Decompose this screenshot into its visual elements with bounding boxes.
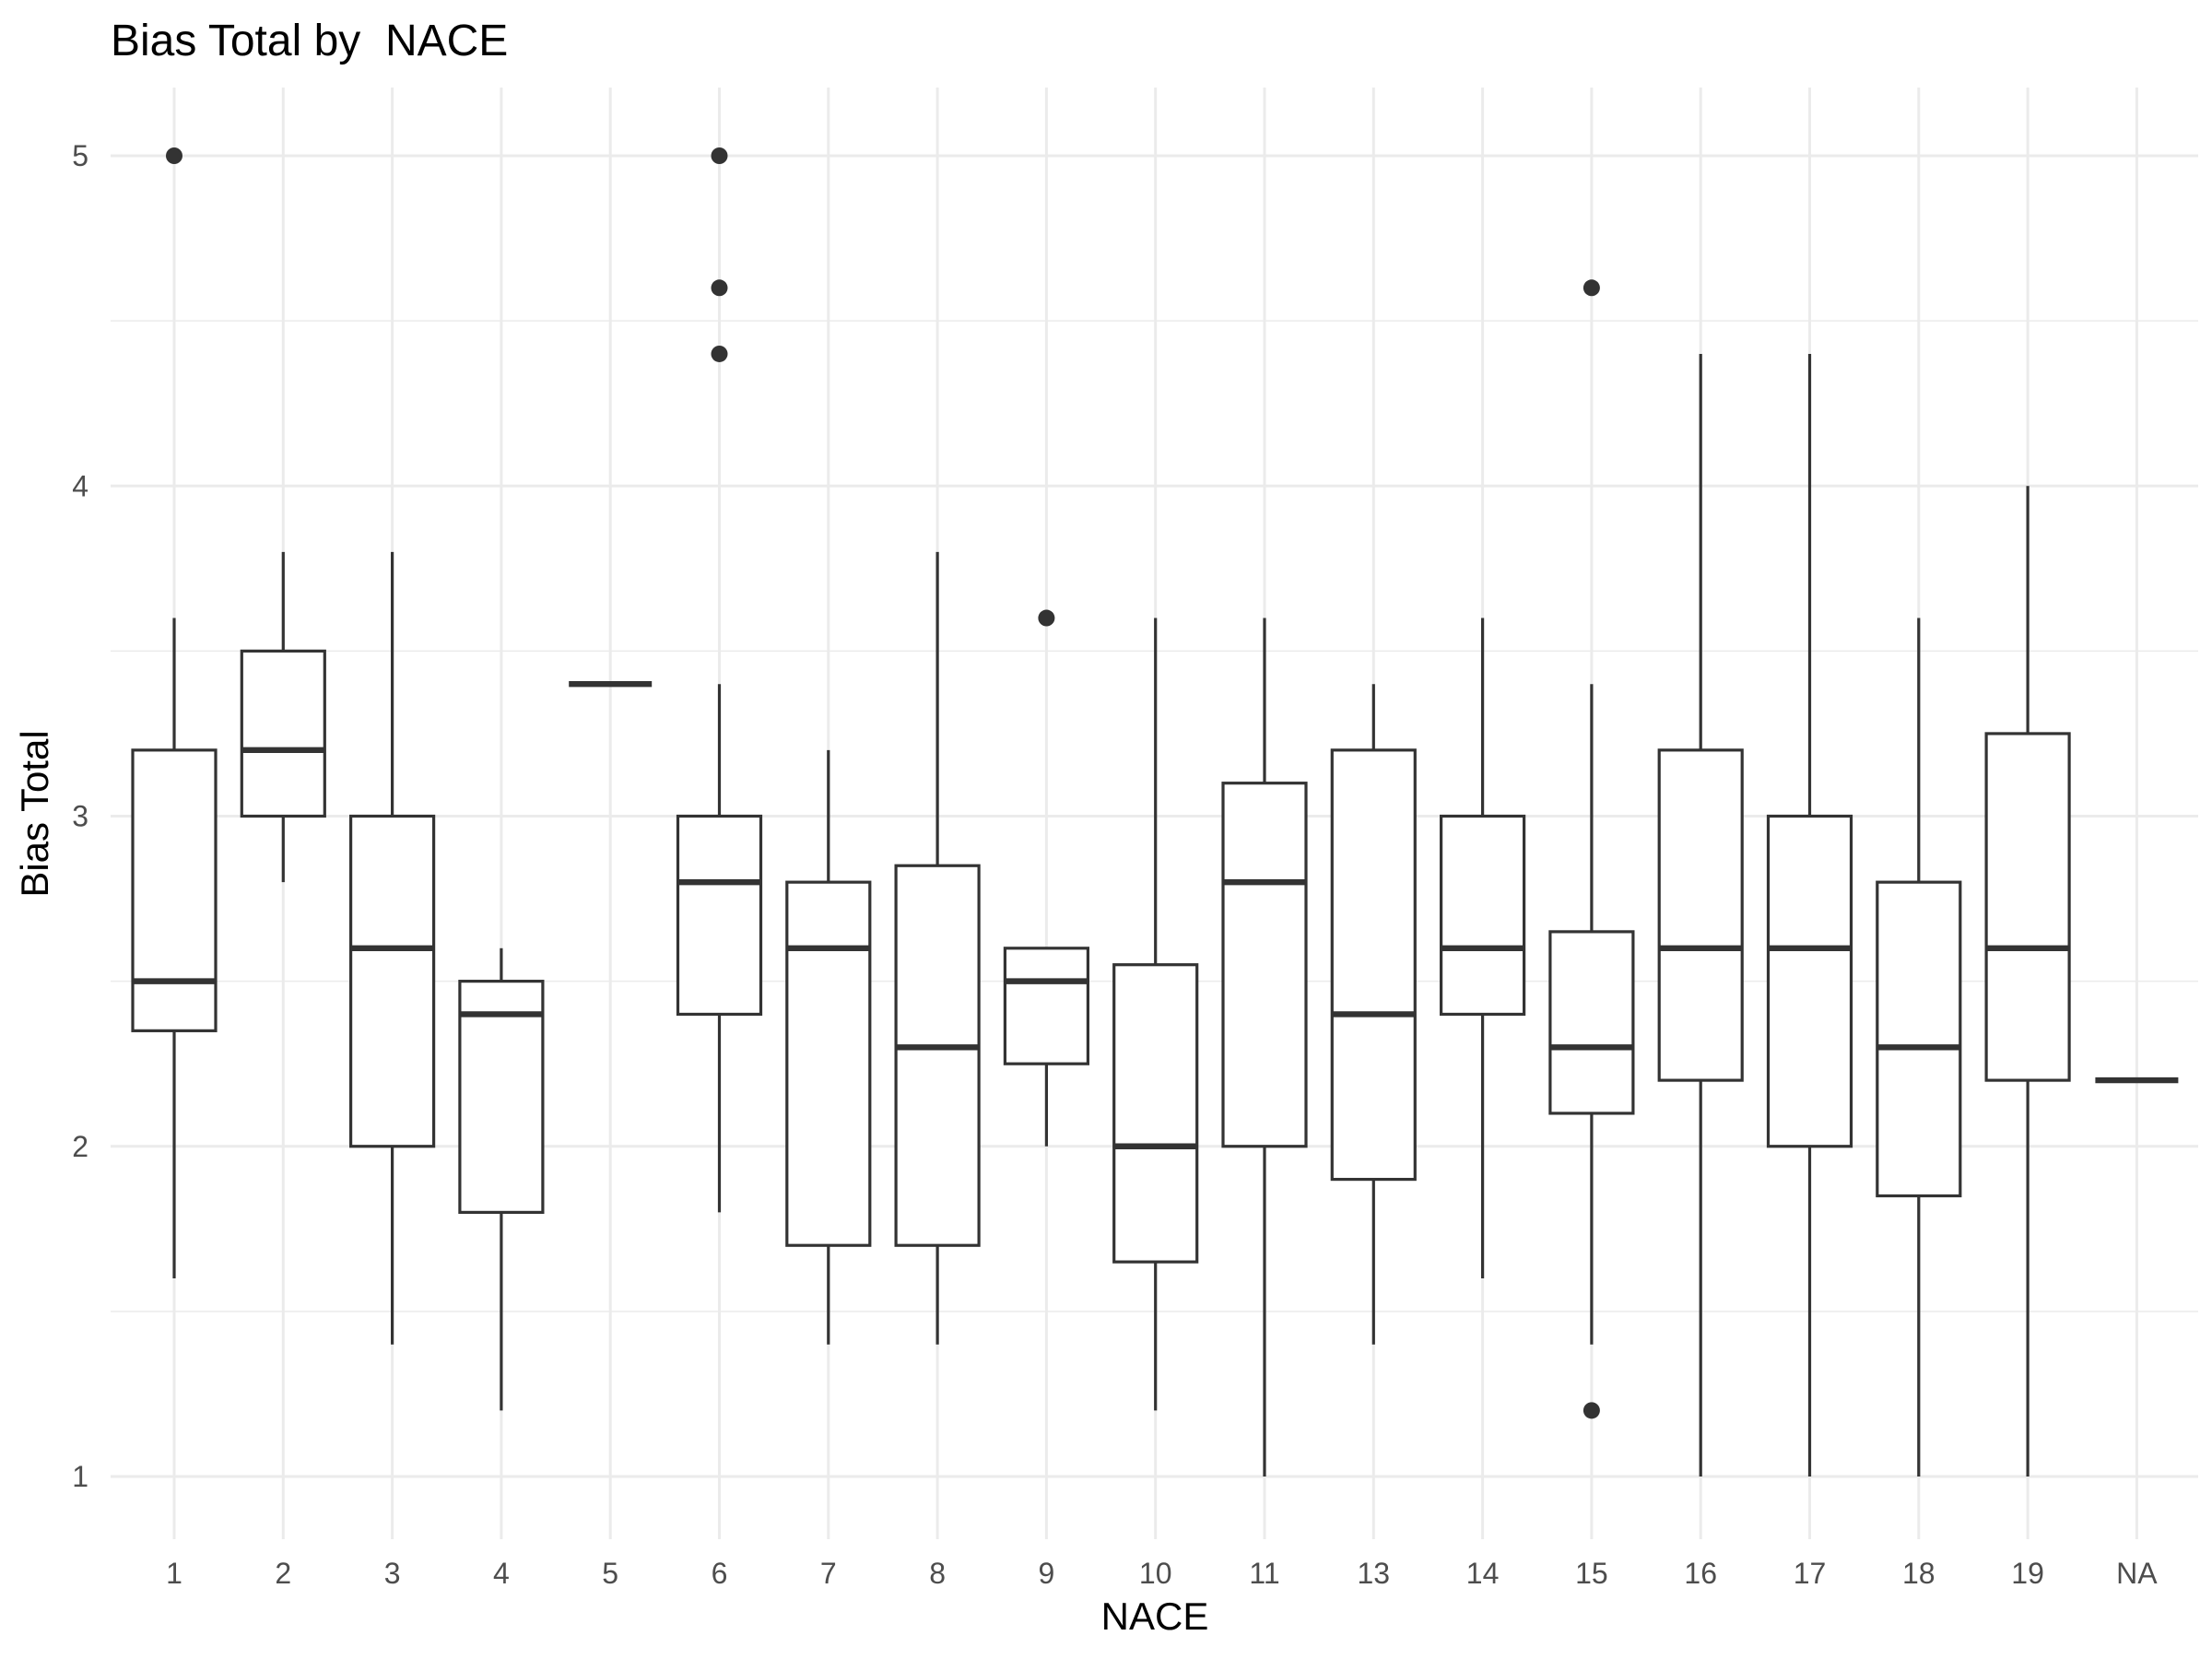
outlier-point [1583,1402,1600,1419]
outlier-point [711,345,728,362]
x-tick-label: 13 [1358,1557,1391,1590]
box-body [1221,782,1308,1148]
box-body [1657,748,1744,1082]
y-tick-label: 4 [72,469,88,502]
x-tick-label: 5 [602,1557,618,1590]
box-11 [1221,618,1308,1477]
outlier-point [1583,279,1600,297]
x-tick-label: 18 [1902,1557,1936,1590]
box-body [1112,963,1199,1264]
outlier-point [711,147,728,164]
box-body [894,864,981,1247]
box-16 [1657,353,1744,1477]
x-tick-label: 16 [1684,1557,1717,1590]
outlier-point [711,279,728,297]
box-4 [458,947,545,1411]
outlier-point [166,147,182,164]
box-6 [676,147,763,1213]
x-tick-label: 4 [493,1557,510,1590]
box-17 [1766,353,1853,1477]
x-tick-label: 15 [1575,1557,1608,1590]
box-body [1876,880,1962,1198]
box-19 [1984,486,2071,1477]
marks-layer [131,147,2179,1477]
box-body [458,980,545,1214]
box-13 [1330,684,1417,1345]
x-tick-label: NA [2116,1557,2158,1590]
x-axis-label: NACE [1101,1594,1209,1638]
box-body [1766,814,1853,1148]
x-tick-label: 19 [2011,1557,2044,1590]
box-body [1984,732,2071,1082]
x-tick-label: 3 [384,1557,401,1590]
box-15 [1548,279,1635,1419]
x-tick-label: 2 [275,1557,291,1590]
box-body [1548,930,1635,1115]
x-tick-label: 7 [820,1557,837,1590]
box-body [785,880,872,1247]
x-tick-label: 17 [1794,1557,1827,1590]
box-3 [349,551,436,1345]
box-body [1330,748,1417,1182]
chart-title: Bias Total by NACE [111,17,508,65]
box-14 [1439,618,1526,1279]
x-tick-label: 14 [1466,1557,1500,1590]
box-1 [131,147,218,1279]
box-2 [240,551,326,883]
y-tick-label: 1 [72,1460,88,1493]
box-8 [894,551,981,1345]
x-tick-label: 6 [712,1557,728,1590]
box-10 [1112,618,1199,1411]
box-9 [1003,609,1090,1147]
x-tick-label: 11 [1249,1557,1279,1590]
x-tick-label: 8 [929,1557,946,1590]
box-body [240,649,326,818]
box-body [676,814,763,1017]
x-tick-label: 9 [1039,1557,1055,1590]
y-tick-label: 2 [72,1130,88,1163]
box-body [1439,814,1526,1017]
y-axis-ticks: 1 2 3 4 5 [72,139,88,1493]
y-tick-label: 5 [72,139,88,172]
x-tick-label: 1 [166,1557,182,1590]
box-body [349,814,436,1148]
x-tick-label: 10 [1139,1557,1172,1590]
box-18 [1876,618,1962,1477]
y-axis-label: Bias Total [13,730,56,897]
box-body [131,748,218,1032]
box-7 [785,749,872,1345]
x-axis-ticks: 1 2 3 4 5 6 7 8 9 10 11 13 14 15 16 17 18 19 NA [166,1557,2158,1590]
box-body [1003,947,1090,1065]
y-tick-label: 3 [72,800,88,833]
outlier-point [1038,609,1055,627]
